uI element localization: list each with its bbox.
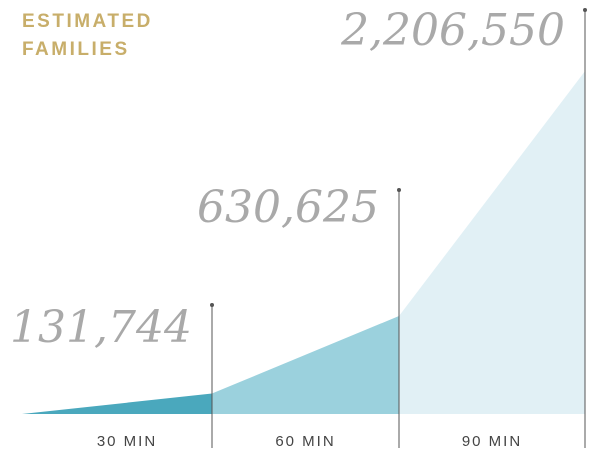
marker-90-min-dot xyxy=(583,8,587,12)
area-band-60-min xyxy=(212,316,399,414)
value-label-60-min: 630,625 xyxy=(197,182,379,233)
chart-title-line-2: FAMILIES xyxy=(22,39,130,60)
marker-60-min-dot xyxy=(397,188,401,192)
area-band-30-min xyxy=(22,393,212,414)
x-tick-60-min: 60 MIN xyxy=(275,433,335,450)
marker-lines xyxy=(210,8,587,448)
chart-title-line-1: ESTIMATED xyxy=(22,11,153,32)
area-band-90-min xyxy=(399,71,585,414)
x-tick-90-min: 90 MIN xyxy=(462,433,522,450)
marker-30-min-dot xyxy=(210,303,214,307)
x-tick-30-min: 30 MIN xyxy=(97,433,157,450)
value-label-90-min: 2,206,550 xyxy=(340,5,565,56)
area-bands xyxy=(22,71,585,414)
value-label-30-min: 131,744 xyxy=(10,302,192,353)
